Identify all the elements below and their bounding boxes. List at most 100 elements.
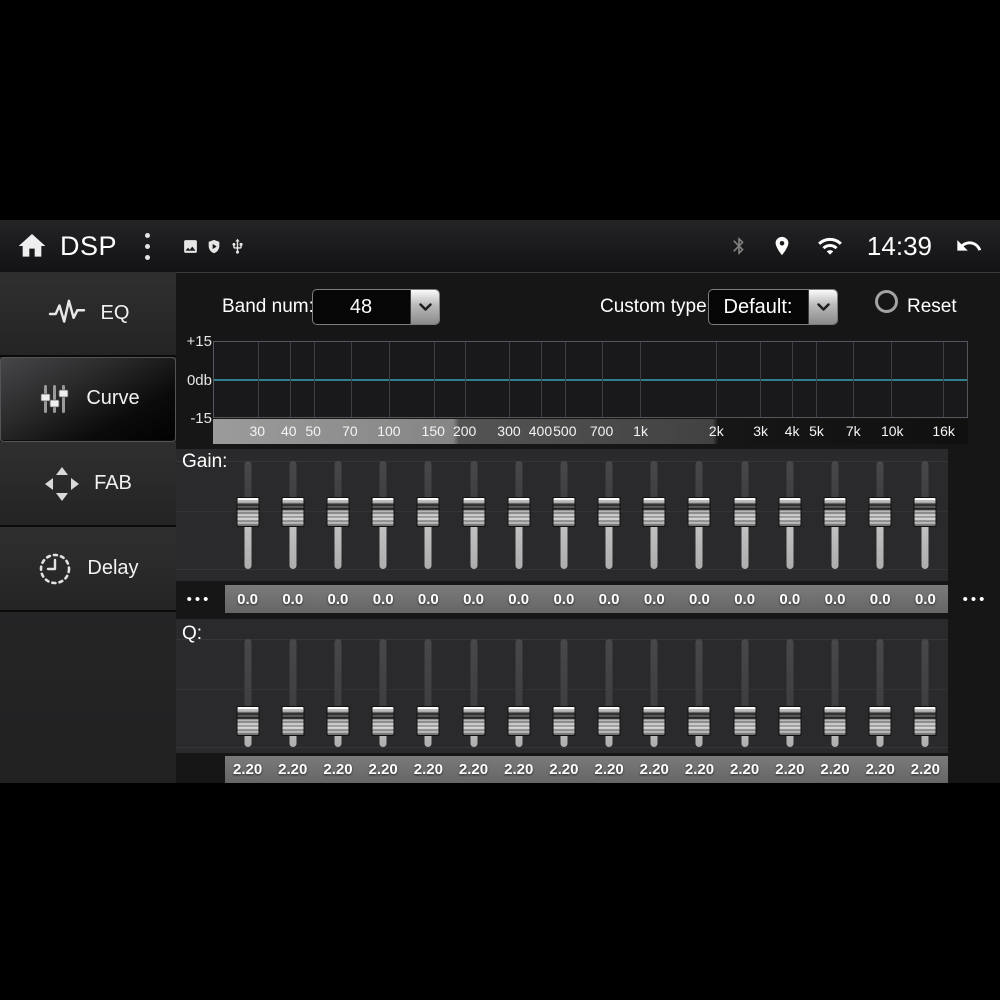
q-values-strip: 2.20 2.20 2.20 2.20 2.20 2.20 2.20 2.20 2.20 2.20… bbox=[225, 756, 948, 783]
slider-thumb[interactable] bbox=[687, 496, 711, 527]
gain-slider[interactable] bbox=[225, 449, 270, 581]
gain-slider[interactable] bbox=[496, 449, 541, 581]
freq-tick-label: 40 bbox=[280, 423, 297, 439]
q-slider[interactable] bbox=[406, 619, 451, 753]
gain-slider[interactable] bbox=[451, 449, 496, 581]
slider-thumb[interactable] bbox=[868, 706, 892, 737]
freq-gridline bbox=[716, 342, 717, 417]
q-slider[interactable] bbox=[767, 619, 812, 753]
gain-slider[interactable] bbox=[315, 449, 360, 581]
home-icon[interactable] bbox=[16, 230, 48, 262]
slider-thumb[interactable] bbox=[462, 496, 486, 527]
q-slider[interactable] bbox=[496, 619, 541, 753]
q-slider[interactable] bbox=[225, 619, 270, 753]
slider-thumb[interactable] bbox=[913, 496, 937, 527]
q-slider[interactable] bbox=[361, 619, 406, 753]
chevron-down-icon[interactable] bbox=[808, 290, 837, 324]
q-slider[interactable] bbox=[812, 619, 857, 753]
gain-slider[interactable] bbox=[722, 449, 767, 581]
slider-thumb[interactable] bbox=[597, 496, 621, 527]
q-slider[interactable] bbox=[722, 619, 767, 753]
freq-gridline bbox=[509, 342, 511, 417]
gain-slider[interactable] bbox=[858, 449, 903, 581]
slider-thumb[interactable] bbox=[326, 496, 350, 527]
slider-thumb[interactable] bbox=[823, 706, 847, 737]
back-icon[interactable] bbox=[954, 232, 984, 260]
overflow-menu-icon[interactable] bbox=[141, 229, 154, 264]
band-num-dropdown[interactable]: 48 bbox=[312, 289, 440, 325]
slider-thumb[interactable] bbox=[733, 706, 757, 737]
q-slider[interactable] bbox=[315, 619, 360, 753]
slider-thumb[interactable] bbox=[642, 496, 666, 527]
q-slider[interactable] bbox=[270, 619, 315, 753]
slider-thumb[interactable] bbox=[462, 706, 486, 737]
gain-slider[interactable] bbox=[632, 449, 677, 581]
gain-value: 0.0 bbox=[508, 590, 530, 608]
reset-radio[interactable] bbox=[875, 290, 898, 313]
gain-value: 0.0 bbox=[237, 590, 259, 608]
slider-thumb[interactable] bbox=[371, 496, 395, 527]
slider-thumb[interactable] bbox=[823, 496, 847, 527]
freq-gridline bbox=[313, 342, 315, 417]
slider-thumb[interactable] bbox=[597, 706, 621, 737]
q-slider[interactable] bbox=[858, 619, 903, 753]
reset-label: Reset bbox=[907, 296, 957, 317]
freq-gridline bbox=[791, 342, 793, 417]
slider-track bbox=[560, 639, 568, 747]
gain-slider[interactable] bbox=[767, 449, 812, 581]
slider-thumb[interactable] bbox=[416, 706, 440, 737]
gain-slider[interactable] bbox=[541, 449, 586, 581]
gain-panel: Gain: bbox=[176, 449, 948, 581]
sidebar-item-delay[interactable]: Delay bbox=[0, 527, 176, 612]
q-slider[interactable] bbox=[903, 619, 948, 753]
gain-slider[interactable] bbox=[406, 449, 451, 581]
gain-value: 0.0 bbox=[282, 590, 304, 608]
q-slider[interactable] bbox=[632, 619, 677, 753]
sidebar-item-fab[interactable]: FAB bbox=[0, 442, 176, 527]
sidebar-item-eq[interactable]: EQ bbox=[0, 272, 176, 357]
slider-thumb[interactable] bbox=[416, 496, 440, 527]
freq-tick-label: 1k bbox=[633, 423, 648, 439]
freq-gridline bbox=[942, 342, 944, 417]
gain-slider[interactable] bbox=[903, 449, 948, 581]
gain-value: 0.0 bbox=[734, 590, 756, 608]
slider-thumb[interactable] bbox=[281, 706, 305, 737]
slider-thumb[interactable] bbox=[371, 706, 395, 737]
q-slider[interactable] bbox=[677, 619, 722, 753]
slider-thumb[interactable] bbox=[778, 496, 802, 527]
slider-thumb[interactable] bbox=[733, 496, 757, 527]
custom-type-dropdown[interactable]: Default: bbox=[708, 289, 838, 325]
slider-thumb[interactable] bbox=[507, 706, 531, 737]
gain-slider[interactable] bbox=[812, 449, 857, 581]
chevron-down-icon[interactable] bbox=[410, 290, 439, 324]
slider-thumb[interactable] bbox=[507, 496, 531, 527]
gain-slider[interactable] bbox=[677, 449, 722, 581]
sidebar-item-curve[interactable]: Curve bbox=[0, 357, 176, 442]
q-slider[interactable] bbox=[541, 619, 586, 753]
slider-thumb[interactable] bbox=[236, 496, 260, 527]
slider-thumb[interactable] bbox=[281, 496, 305, 527]
slider-thumb[interactable] bbox=[552, 706, 576, 737]
slider-thumb[interactable] bbox=[687, 706, 711, 737]
slider-thumb[interactable] bbox=[326, 706, 350, 737]
slider-thumb[interactable] bbox=[236, 706, 260, 737]
q-value: 2.20 bbox=[684, 761, 715, 778]
gain-slider[interactable] bbox=[587, 449, 632, 581]
gain-slider[interactable] bbox=[361, 449, 406, 581]
slider-thumb[interactable] bbox=[552, 496, 576, 527]
slider-thumb[interactable] bbox=[913, 706, 937, 737]
q-value: 2.20 bbox=[458, 761, 489, 778]
slider-thumb[interactable] bbox=[778, 706, 802, 737]
gain-overflow-left[interactable]: ••• bbox=[186, 590, 212, 608]
freq-gridline bbox=[389, 342, 391, 417]
freq-tick-label: 150 bbox=[421, 423, 445, 439]
q-slider[interactable] bbox=[587, 619, 632, 753]
custom-type-label: Custom type: bbox=[600, 296, 712, 317]
slider-thumb[interactable] bbox=[868, 496, 892, 527]
gain-value: 0.0 bbox=[779, 590, 801, 608]
gain-slider[interactable] bbox=[270, 449, 315, 581]
q-slider[interactable] bbox=[451, 619, 496, 753]
slider-thumb[interactable] bbox=[642, 706, 666, 737]
gain-overflow-right[interactable]: ••• bbox=[962, 590, 988, 608]
band-num-value: 48 bbox=[349, 296, 373, 318]
